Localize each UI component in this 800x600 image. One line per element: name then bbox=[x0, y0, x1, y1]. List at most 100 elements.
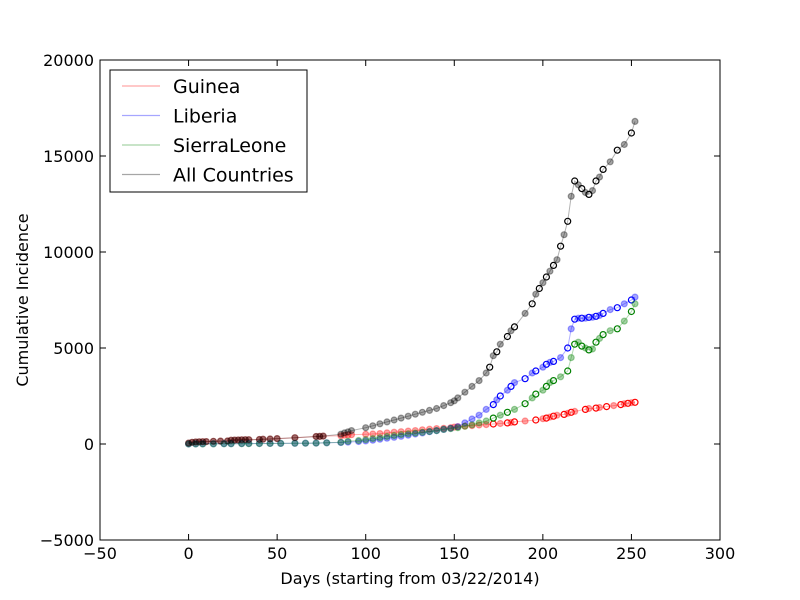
data-point bbox=[376, 435, 384, 443]
data-point bbox=[312, 439, 320, 447]
data-point bbox=[231, 436, 239, 444]
data-point bbox=[578, 342, 586, 350]
data-point bbox=[571, 407, 579, 415]
data-point bbox=[216, 437, 225, 445]
data-point bbox=[312, 439, 320, 447]
data-point bbox=[532, 367, 540, 375]
data-point bbox=[507, 327, 515, 335]
data-point bbox=[468, 422, 476, 430]
data-point bbox=[482, 421, 490, 429]
data-point bbox=[220, 440, 228, 448]
data-point bbox=[592, 404, 600, 412]
data-point bbox=[567, 192, 575, 200]
data-point bbox=[355, 437, 363, 446]
data-point bbox=[383, 434, 391, 442]
data-point bbox=[418, 426, 426, 434]
data-point bbox=[595, 334, 604, 342]
data-point bbox=[553, 256, 561, 264]
data-point bbox=[532, 390, 540, 398]
data-point bbox=[266, 435, 274, 443]
data-point bbox=[418, 428, 426, 436]
data-point bbox=[362, 437, 370, 445]
series-line-guinea bbox=[188, 401, 636, 444]
data-point bbox=[369, 435, 377, 443]
data-point bbox=[301, 439, 310, 447]
data-point bbox=[301, 439, 310, 447]
data-point bbox=[223, 437, 232, 445]
data-point bbox=[542, 360, 551, 368]
data-point bbox=[277, 439, 285, 447]
data-point bbox=[404, 430, 412, 438]
data-point bbox=[447, 425, 455, 433]
data-point bbox=[595, 403, 604, 412]
data-point bbox=[245, 436, 253, 444]
data-point bbox=[486, 363, 494, 371]
data-point bbox=[425, 406, 434, 414]
data-point bbox=[556, 354, 565, 362]
data-point bbox=[461, 419, 469, 427]
y-tick-label: 15000 bbox=[43, 147, 94, 166]
data-point bbox=[433, 425, 441, 433]
data-point bbox=[337, 438, 345, 447]
y-tick-label: −5000 bbox=[40, 531, 94, 550]
data-point bbox=[567, 354, 575, 362]
data-point bbox=[503, 332, 511, 341]
data-point bbox=[259, 435, 267, 443]
data-point bbox=[188, 438, 196, 446]
legend-item-guinea: Guinea bbox=[122, 76, 240, 98]
data-point bbox=[369, 422, 377, 430]
data-point bbox=[337, 432, 345, 440]
data-point bbox=[277, 439, 285, 447]
data-point bbox=[581, 188, 590, 197]
y-axis-ticks: −5000 0 5000 10000 15000 20000 bbox=[40, 51, 720, 550]
series-sierraleone bbox=[185, 300, 639, 448]
y-tick-label: 20000 bbox=[43, 51, 94, 70]
data-point bbox=[549, 357, 558, 365]
data-point bbox=[319, 432, 327, 440]
data-point bbox=[542, 273, 551, 281]
data-point bbox=[447, 424, 455, 432]
data-point bbox=[475, 411, 483, 419]
data-point bbox=[440, 424, 448, 432]
data-point bbox=[546, 379, 554, 387]
data-point bbox=[185, 439, 193, 447]
legend-label: Liberia bbox=[173, 106, 237, 128]
data-point bbox=[620, 300, 628, 308]
data-point bbox=[390, 432, 398, 440]
data-point bbox=[209, 437, 217, 445]
data-point bbox=[291, 439, 299, 447]
data-point bbox=[418, 408, 426, 416]
data-point bbox=[493, 348, 501, 356]
data-point bbox=[319, 432, 327, 440]
data-point bbox=[503, 408, 511, 416]
data-point bbox=[192, 438, 200, 446]
data-point bbox=[454, 394, 462, 402]
data-point bbox=[291, 434, 299, 442]
legend-label: Guinea bbox=[173, 76, 240, 98]
data-point bbox=[376, 430, 384, 438]
data-point bbox=[493, 396, 501, 404]
data-point bbox=[418, 429, 426, 437]
data-point bbox=[624, 399, 632, 407]
x-tick-label: 150 bbox=[439, 544, 470, 563]
data-point bbox=[447, 399, 455, 407]
data-point bbox=[627, 296, 636, 304]
data-point bbox=[564, 217, 572, 225]
data-point bbox=[369, 436, 377, 444]
data-point bbox=[397, 428, 405, 436]
data-point bbox=[549, 412, 558, 420]
data-point bbox=[195, 438, 203, 446]
data-point bbox=[535, 284, 543, 293]
data-point bbox=[312, 432, 320, 441]
x-axis-label: Days (starting from 03/22/2014) bbox=[280, 569, 539, 588]
data-point bbox=[234, 436, 242, 444]
data-point bbox=[383, 418, 391, 426]
data-point bbox=[606, 306, 614, 314]
data-point bbox=[468, 382, 476, 390]
data-point bbox=[383, 429, 391, 437]
series-guinea bbox=[185, 398, 639, 447]
data-point bbox=[454, 424, 462, 432]
data-point bbox=[440, 425, 448, 433]
series-line-sierraleone bbox=[188, 303, 636, 445]
